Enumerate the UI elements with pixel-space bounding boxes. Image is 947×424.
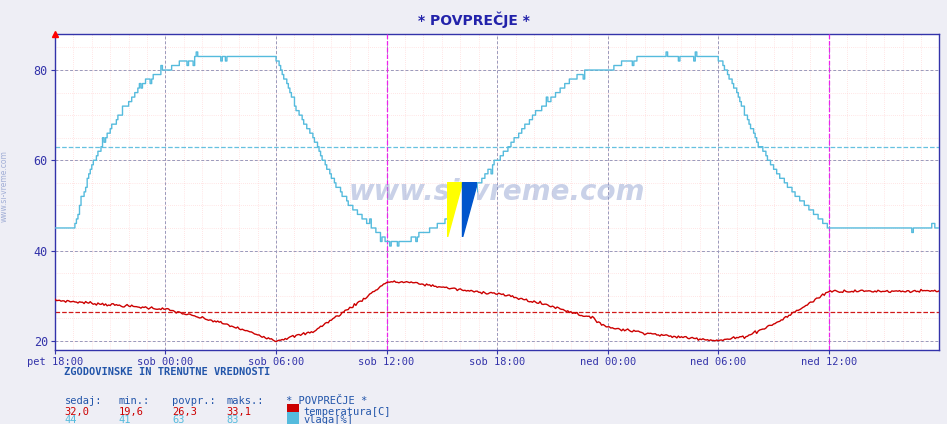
Text: povpr.:: povpr.: — [172, 396, 216, 407]
Text: www.si-vreme.com: www.si-vreme.com — [348, 178, 646, 206]
Polygon shape — [447, 182, 462, 237]
Text: temperatura[C]: temperatura[C] — [303, 407, 390, 417]
Text: 33,1: 33,1 — [226, 407, 251, 417]
Text: 44: 44 — [64, 415, 77, 424]
Text: 63: 63 — [172, 415, 185, 424]
Text: 41: 41 — [118, 415, 131, 424]
Polygon shape — [462, 182, 477, 237]
Text: 19,6: 19,6 — [118, 407, 143, 417]
Text: 32,0: 32,0 — [64, 407, 89, 417]
Text: 83: 83 — [226, 415, 239, 424]
Text: www.si-vreme.com: www.si-vreme.com — [0, 151, 9, 223]
Text: min.:: min.: — [118, 396, 150, 407]
Text: * POVPREČJE *: * POVPREČJE * — [418, 12, 529, 28]
Text: 26,3: 26,3 — [172, 407, 197, 417]
Text: sedaj:: sedaj: — [64, 396, 102, 407]
Text: ZGODOVINSKE IN TRENUTNE VREDNOSTI: ZGODOVINSKE IN TRENUTNE VREDNOSTI — [64, 367, 271, 377]
Text: * POVPREČJE *: * POVPREČJE * — [286, 396, 367, 407]
Text: vlaga[%]: vlaga[%] — [303, 415, 353, 424]
Text: maks.:: maks.: — [226, 396, 264, 407]
